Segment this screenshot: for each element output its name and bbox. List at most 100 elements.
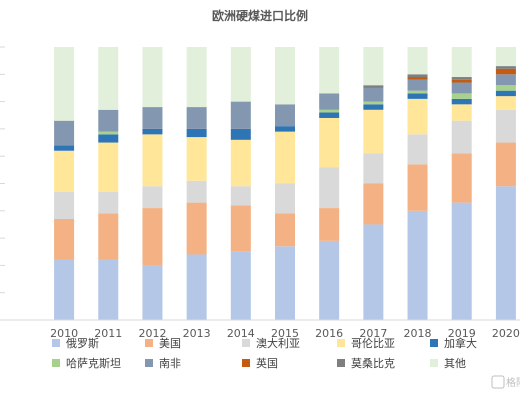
- legend-item: 澳大利亚: [242, 336, 300, 350]
- bar-segment-2014-6: [230, 101, 251, 129]
- bar-segment-2018-6: [407, 79, 428, 91]
- bars: [54, 47, 516, 320]
- bar-segment-2010-2: [54, 191, 75, 219]
- bar-segment-2018-0: [407, 210, 428, 320]
- bar-stack-2020: [495, 47, 516, 320]
- watermark: 格隆汇: [491, 375, 520, 389]
- bar-segment-2020-5: [495, 85, 516, 91]
- bar-segment-2019-3: [451, 104, 472, 121]
- legend-label: 哈萨克斯坦: [66, 356, 121, 370]
- bar-segment-2019-6: [451, 82, 472, 94]
- watermark-logo-icon: [491, 375, 505, 389]
- legend-swatch: [337, 339, 345, 347]
- bar-segment-2013-1: [186, 202, 207, 255]
- bar-segment-2010-0: [54, 259, 75, 320]
- bar-segment-2011-2: [98, 191, 119, 214]
- bar-segment-2011-5: [98, 131, 119, 135]
- legend-swatch: [52, 359, 60, 367]
- bar-segment-2014-3: [230, 139, 251, 187]
- x-tick-label: 2011: [94, 327, 122, 340]
- legend-item: 南非: [145, 357, 181, 370]
- bar-segment-2011-9: [98, 47, 119, 110]
- legend-label: 俄罗斯: [66, 337, 99, 350]
- x-tick-label: 2010: [50, 327, 78, 340]
- bar-segment-2020-4: [495, 90, 516, 97]
- bar-segment-2011-3: [98, 142, 119, 192]
- bar-segment-2018-7: [407, 77, 428, 80]
- bar-segment-2011-6: [98, 109, 119, 132]
- y-axis: [0, 46, 5, 321]
- bar-segment-2019-5: [451, 93, 472, 99]
- bar-segment-2016-1: [319, 208, 340, 241]
- x-tick-label: 2019: [448, 327, 476, 340]
- bar-segment-2013-2: [186, 180, 207, 203]
- bar-segment-2019-8: [451, 77, 472, 80]
- bar-segment-2020-9: [495, 47, 516, 67]
- bar-segment-2013-3: [186, 137, 207, 181]
- bar-segment-2014-9: [230, 47, 251, 102]
- bar-segment-2010-6: [54, 120, 75, 146]
- legend-swatch: [337, 359, 345, 367]
- bar-segment-2020-3: [495, 96, 516, 110]
- x-tick-label: 2017: [359, 327, 387, 340]
- legend-item: 美国: [145, 337, 181, 350]
- bar-segment-2019-7: [451, 79, 472, 83]
- bar-segment-2010-4: [54, 145, 75, 151]
- bar-segment-2018-3: [407, 98, 428, 135]
- bar-segment-2013-6: [186, 107, 207, 129]
- bar-stack-2017: [363, 47, 384, 320]
- bar-segment-2013-4: [186, 128, 207, 138]
- legend-label: 其他: [444, 357, 466, 370]
- bar-stack-2012: [142, 47, 163, 320]
- bar-segment-2019-1: [451, 153, 472, 203]
- bar-segment-2012-9: [142, 47, 163, 108]
- bar-segment-2020-1: [495, 142, 516, 187]
- bar-segment-2011-0: [98, 259, 119, 320]
- bar-segment-2017-1: [363, 183, 384, 225]
- legend-swatch: [430, 359, 438, 367]
- bar-segment-2016-6: [319, 93, 340, 110]
- x-tick-label: 2018: [404, 327, 432, 340]
- bar-segment-2015-6: [275, 104, 295, 127]
- bar-segment-2018-5: [407, 90, 428, 94]
- legend-swatch: [145, 339, 153, 347]
- bar-segment-2016-9: [319, 47, 340, 94]
- bar-segment-2018-1: [407, 164, 428, 211]
- bar-segment-2018-9: [407, 47, 428, 75]
- bar-segment-2016-3: [319, 117, 340, 168]
- bar-segment-2018-2: [407, 134, 428, 165]
- bar-segment-2015-4: [275, 126, 295, 132]
- bar-segment-2012-3: [142, 134, 163, 187]
- legend-item: 俄罗斯: [52, 337, 99, 350]
- bar-segment-2015-9: [275, 47, 295, 105]
- bar-segment-2012-0: [142, 265, 163, 320]
- bar-segment-2017-2: [363, 153, 384, 184]
- bar-segment-2014-0: [230, 251, 251, 320]
- bar-segment-2019-2: [451, 120, 472, 154]
- watermark-text: 格隆汇: [506, 376, 520, 389]
- bar-segment-2017-0: [363, 224, 384, 320]
- x-axis: 2010 2011 2012 2013 2014 2015 2016 2017 2018 2019…: [0, 319, 520, 340]
- bar-stack-2014: [230, 47, 251, 320]
- bar-segment-2011-1: [98, 213, 119, 260]
- bar-segment-2012-1: [142, 208, 163, 266]
- bar-segment-2012-6: [142, 107, 163, 129]
- legend-item: 英国: [242, 356, 278, 370]
- x-tick-label: 2016: [315, 327, 343, 340]
- bar-stack-2018: [407, 47, 428, 320]
- legend-item: 莫桑比克: [337, 357, 395, 370]
- bar-stack-2016: [319, 47, 340, 320]
- legend-label: 美国: [159, 337, 181, 350]
- bar-segment-2020-2: [495, 109, 516, 143]
- legend-item: 哈萨克斯坦: [52, 356, 121, 370]
- legend-swatch: [52, 339, 60, 347]
- bar-segment-2015-0: [275, 246, 295, 320]
- bar-segment-2019-0: [451, 202, 472, 320]
- x-tick-label: 2012: [138, 327, 166, 340]
- bar-stack-2019: [451, 47, 472, 320]
- chart-title: 欧洲硬煤进口比例: [212, 8, 308, 23]
- x-tick-label: 2013: [183, 327, 211, 340]
- bar-segment-2019-9: [451, 47, 472, 78]
